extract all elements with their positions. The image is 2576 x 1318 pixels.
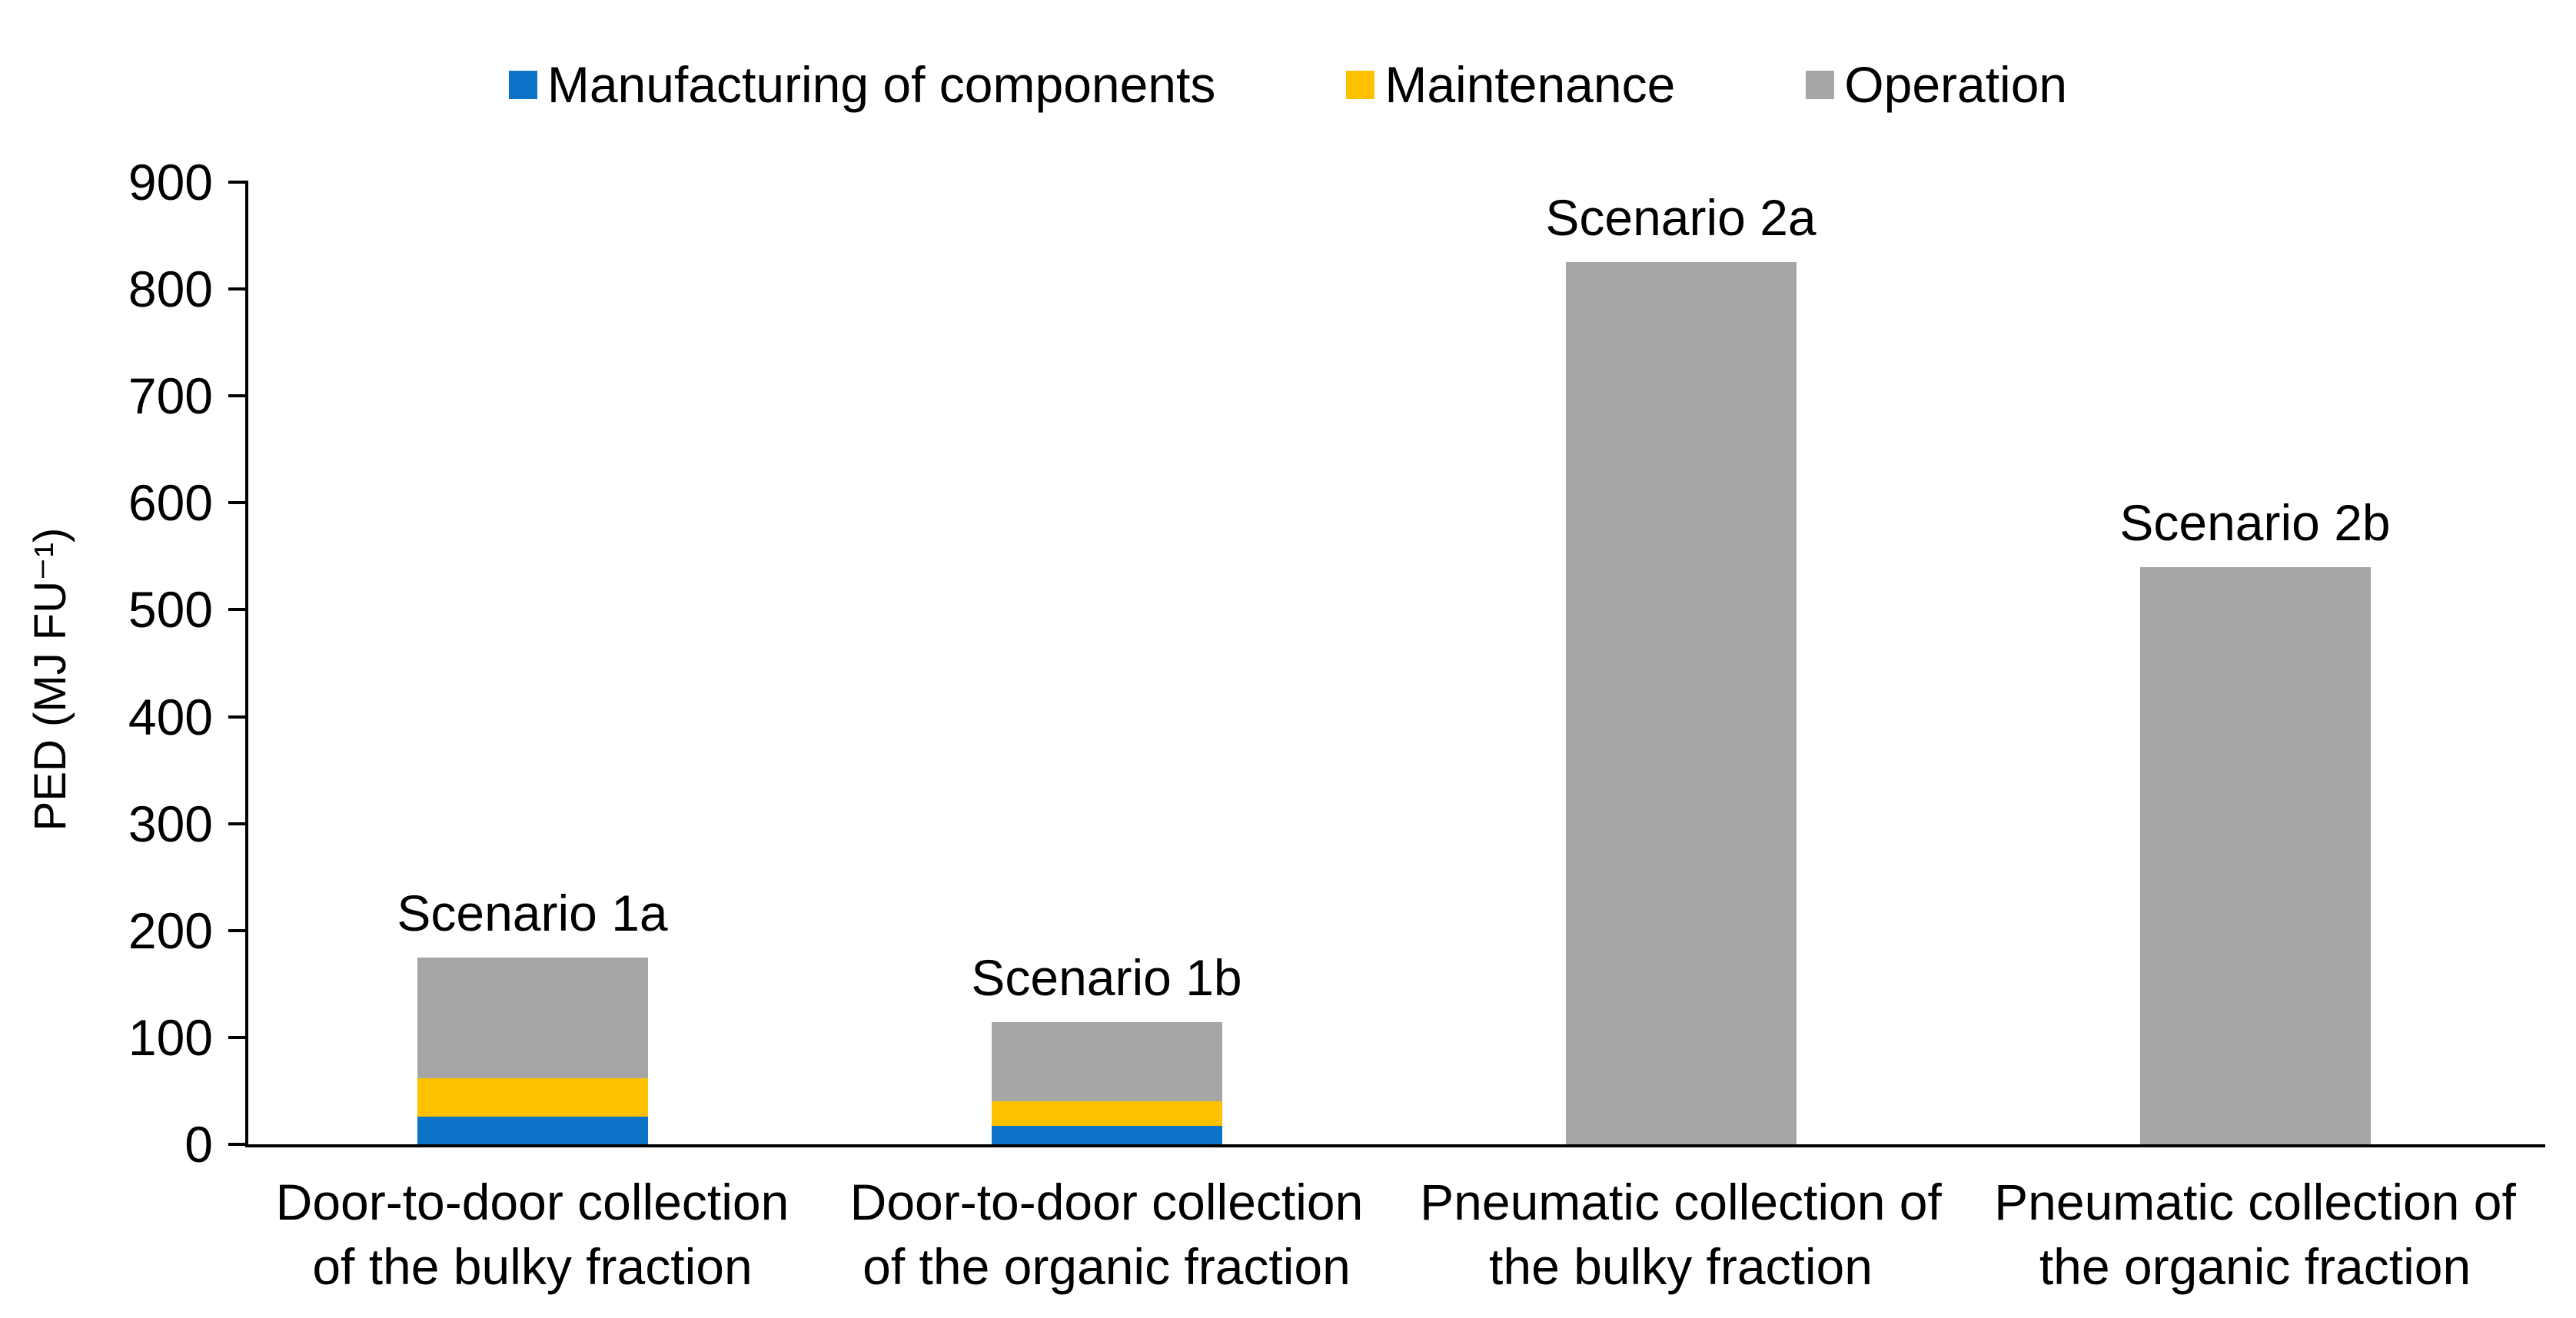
- bar-label: Scenario 1b: [971, 949, 1242, 1007]
- chart-legend: Manufacturing of components Maintenance …: [0, 54, 2576, 115]
- bar-label: Scenario 1a: [397, 884, 668, 941]
- legend-label-maintenance: Maintenance: [1384, 56, 1676, 113]
- bar-segment-operation: [2139, 566, 2371, 1144]
- y-axis-tick: [228, 501, 248, 505]
- y-axis-tick-label: 900: [128, 154, 213, 211]
- bar-segment-manufacturing-of-components: [417, 1116, 648, 1144]
- legend-label-manufacturing: Manufacturing of components: [547, 56, 1216, 113]
- y-axis-tick: [228, 608, 248, 612]
- legend-swatch-maintenance-icon: [1346, 70, 1375, 99]
- y-axis-title: PED (MJ FU⁻¹): [25, 527, 75, 832]
- y-axis-tick-label: 0: [184, 1116, 213, 1173]
- bar-segment-operation: [1565, 262, 1797, 1144]
- category-label: Door-to-door collection of the organic f…: [849, 1174, 1364, 1295]
- category-label: Pneumatic collection of the bulky fracti…: [1420, 1174, 1942, 1295]
- legend-swatch-manufacturing-icon: [508, 70, 537, 99]
- y-axis-tick: [228, 1143, 248, 1146]
- legend-item-maintenance: Maintenance: [1346, 54, 1675, 115]
- bar-segment-operation: [417, 957, 648, 1078]
- bar-segment-maintenance: [991, 1101, 1222, 1127]
- y-axis-tick-label: 600: [128, 474, 213, 532]
- y-axis-tick-label: 500: [128, 581, 213, 639]
- bar-segment-operation: [991, 1022, 1222, 1102]
- y-axis-tick: [228, 1035, 248, 1039]
- y-axis-tick-label: 200: [128, 901, 213, 959]
- bar-segment-maintenance: [417, 1077, 648, 1117]
- y-axis-tick: [228, 928, 248, 932]
- legend-item-manufacturing: Manufacturing of components: [508, 54, 1216, 115]
- y-axis-tick-label: 100: [128, 1008, 213, 1066]
- bar-segment-manufacturing-of-components: [991, 1126, 1222, 1144]
- y-axis-tick: [228, 181, 248, 184]
- bar-label: Scenario 2b: [2119, 493, 2391, 551]
- category-label: Pneumatic collection of the organic frac…: [1994, 1174, 2516, 1295]
- plot-area: [245, 182, 2545, 1147]
- y-axis-tick: [228, 394, 248, 398]
- y-axis-tick: [228, 287, 248, 291]
- y-axis-tick: [228, 822, 248, 825]
- y-axis-tick-label: 300: [128, 795, 213, 852]
- legend-label-operation: Operation: [1844, 56, 2068, 113]
- y-axis-tick: [228, 715, 248, 719]
- bar-label: Scenario 2a: [1545, 189, 1816, 247]
- category-label: Door-to-door collection of the bulky fra…: [275, 1174, 789, 1295]
- y-axis-tick-label: 700: [128, 367, 213, 425]
- y-axis-tick-label: 400: [128, 688, 213, 745]
- y-axis-tick-label: 800: [128, 261, 213, 318]
- legend-item-operation: Operation: [1806, 54, 2067, 115]
- legend-swatch-operation-icon: [1806, 70, 1835, 99]
